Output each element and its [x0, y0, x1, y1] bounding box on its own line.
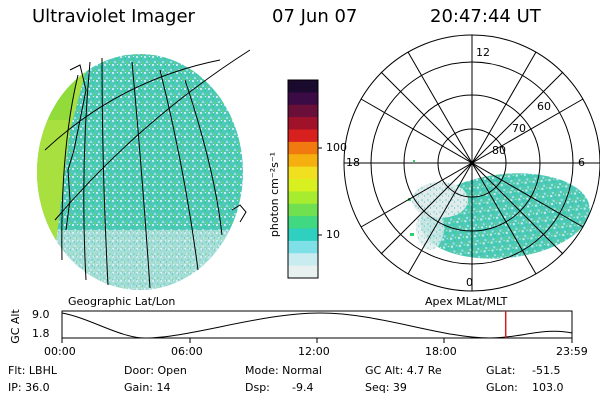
- timeline-x-tick-0600: 06:00: [171, 345, 203, 358]
- colorbar-segment: [288, 179, 318, 192]
- colorbar-segment: [288, 117, 318, 130]
- colorbar-segment: [288, 228, 318, 242]
- mlt-label-18: 18: [346, 156, 360, 169]
- status-gc-alt: GC Alt: 4.7 Re: [365, 364, 442, 377]
- colorbar-segment: [288, 141, 318, 155]
- status-glon-label: GLon:: [486, 381, 518, 394]
- colorbar-segment: [288, 253, 318, 267]
- timeline-y-label: GC Alt: [8, 309, 22, 344]
- timeline-x-tick-0000: 00:00: [44, 345, 76, 358]
- colorbar-segment: [288, 129, 318, 143]
- colorbar-tick-10: 10: [326, 228, 340, 241]
- timeline-x-tick-2359: 23:59: [556, 345, 588, 358]
- mlat-label-60: 60: [537, 100, 551, 113]
- mlat-label-80: 80: [492, 144, 506, 157]
- status-glon-value: 103.0: [532, 381, 564, 394]
- observation-date: 07 Jun 07: [272, 6, 358, 27]
- geographic-grid: [44, 49, 251, 289]
- status-dsp-label: Dsp:: [245, 381, 270, 394]
- colorbar-segment: [288, 104, 318, 118]
- colorbar-segment: [288, 216, 318, 229]
- timeline-frame: [61, 310, 573, 339]
- timeline-y-tick-max: 9.0: [32, 308, 50, 321]
- colorbar-unit-label: photon cm⁻²s⁻¹: [268, 151, 282, 238]
- timeline-x-tick-1200: 12:00: [298, 345, 330, 358]
- left-map-caption: Geographic Lat/Lon: [68, 295, 176, 308]
- colorbar-segment: [288, 191, 318, 205]
- mlt-label-12: 12: [476, 46, 490, 59]
- colorbar-segment: [288, 240, 318, 254]
- colorbar-segment: [288, 166, 318, 180]
- status-seq: Seq: 39: [365, 381, 407, 394]
- status-dsp-value: -9.4: [292, 381, 314, 394]
- colorbar-segment: [288, 154, 318, 168]
- polar-grid: [343, 34, 600, 292]
- geographic-image: [37, 54, 243, 290]
- colorbar-segment: [288, 265, 318, 279]
- status-glat-label: GLat:: [486, 364, 516, 377]
- right-map-caption: Apex MLat/MLT: [425, 295, 508, 308]
- observation-time: 20:47:44 UT: [430, 6, 541, 27]
- colorbar-segment: [288, 80, 318, 93]
- status-glat-value: -51.5: [532, 364, 561, 377]
- colorbar: [287, 79, 319, 279]
- mlat-label-70: 70: [512, 122, 526, 135]
- status-ip: IP: 36.0: [8, 381, 50, 394]
- instrument-title: Ultraviolet Imager: [32, 6, 195, 27]
- status-door: Door: Open: [124, 364, 187, 377]
- orbit-altitude-curve: [61, 312, 573, 339]
- mlt-label-0: 0: [466, 276, 473, 289]
- colorbar-segment: [288, 92, 318, 106]
- status-mode: Mode: Normal: [245, 364, 322, 377]
- status-gain: Gain: 14: [124, 381, 171, 394]
- status-filter: Flt: LBHL: [8, 364, 57, 377]
- mlt-label-6: 6: [578, 156, 585, 169]
- timeline-x-tick-1800: 18:00: [425, 345, 457, 358]
- colorbar-segment: [288, 203, 318, 217]
- timeline-y-tick-min: 1.8: [32, 327, 50, 340]
- colorbar-tick-100: 100: [326, 141, 347, 154]
